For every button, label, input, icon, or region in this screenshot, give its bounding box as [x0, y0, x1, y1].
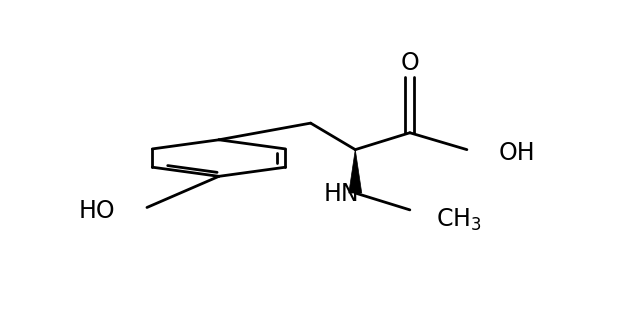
Text: HN: HN [324, 182, 360, 206]
Text: HO: HO [79, 199, 116, 223]
Text: OH: OH [499, 141, 536, 165]
Polygon shape [349, 150, 362, 193]
Text: O: O [401, 51, 419, 75]
Text: CH$_3$: CH$_3$ [436, 206, 482, 233]
